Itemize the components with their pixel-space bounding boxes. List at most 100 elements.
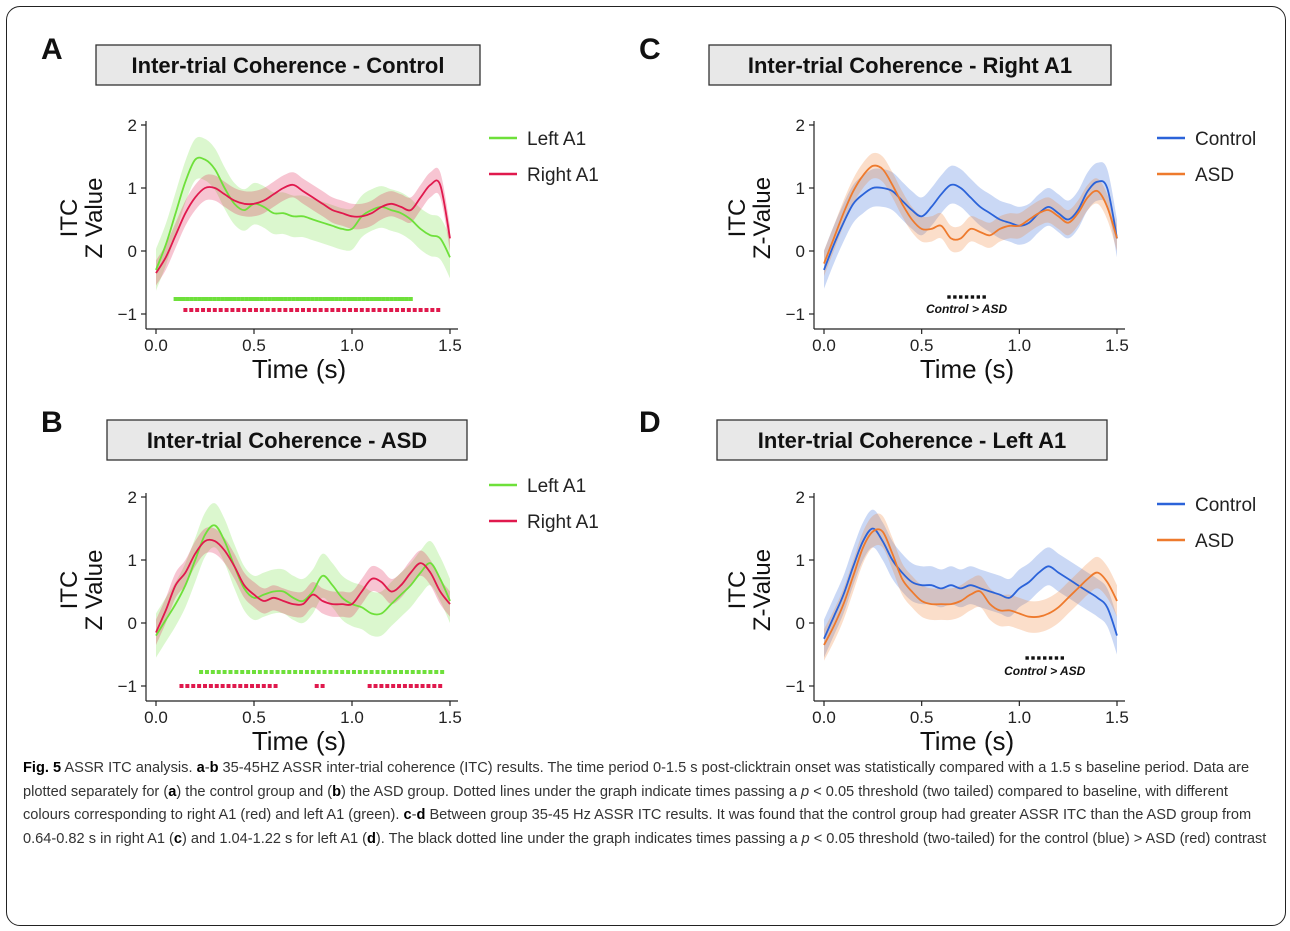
significance-dot xyxy=(426,684,431,688)
significance-dot xyxy=(183,308,188,312)
significance-dot xyxy=(267,684,272,688)
y-axis-label-line1: ITC xyxy=(724,571,751,610)
significance-dot xyxy=(430,308,435,312)
series-line xyxy=(823,180,1118,271)
significance-dot xyxy=(365,308,370,312)
significance-dot xyxy=(982,295,986,299)
caption-text: Between group 35-45 Hz ASSR ITC results.… xyxy=(23,807,1252,847)
significance-dot xyxy=(381,670,386,674)
significance-dot xyxy=(330,297,335,301)
panel-title-box xyxy=(95,44,481,86)
significance-dot xyxy=(357,670,362,674)
confidence-band xyxy=(824,509,1117,658)
significance-dot xyxy=(420,684,425,688)
y-tick-label: 0 xyxy=(128,242,137,261)
significance-dot xyxy=(310,297,315,301)
significance-dot xyxy=(232,684,237,688)
significance-dot xyxy=(365,297,370,301)
caption-bold: c xyxy=(173,830,183,847)
figure-caption: Fig. 5 ASSR ITC analysis. a-b 35-45HZ AS… xyxy=(23,757,1273,851)
caption-bold: d xyxy=(416,807,426,823)
y-axis-label-line2: Z-Value xyxy=(749,177,776,259)
y-tick-label: −1 xyxy=(118,677,137,696)
significance-dot xyxy=(346,670,351,674)
caption-text: ) the control group and ( xyxy=(176,783,333,800)
significance-dot xyxy=(440,670,445,674)
caption-text: 35-45HZ ASSR inter-trial coherence (ITC)… xyxy=(23,760,1250,800)
significance-dot xyxy=(293,670,298,674)
x-axis-label: Time (s) xyxy=(920,726,1014,756)
x-axis-label: Time (s) xyxy=(920,354,1014,384)
significance-dot xyxy=(976,295,981,299)
caption-text: - xyxy=(204,760,210,776)
panel-title-box xyxy=(106,419,468,461)
significance-dot xyxy=(964,295,969,299)
x-tick-label: 0.5 xyxy=(242,708,266,727)
significance-dot xyxy=(353,297,358,301)
significance-dot xyxy=(381,297,386,301)
y-tick-label: 2 xyxy=(128,116,137,135)
significance-dot xyxy=(436,308,441,312)
significance-dot xyxy=(406,308,411,312)
significance-dot xyxy=(295,308,300,312)
caption-text: ASSR ITC analysis. xyxy=(61,760,197,776)
significance-dot xyxy=(404,297,409,301)
significance-dot xyxy=(346,297,351,301)
significance-dot xyxy=(314,297,319,301)
significance-dot xyxy=(228,670,233,674)
significance-dot xyxy=(275,297,280,301)
plot-area: −1 0 1 2 0.0 0.5 1.0 1.5 xyxy=(118,116,462,355)
y-tick-label: −1 xyxy=(786,677,805,696)
confidence-band xyxy=(156,503,450,658)
y-tick-label: 1 xyxy=(128,551,137,570)
significance-dot xyxy=(970,295,975,299)
caption-text: < 0.05 threshold (two tailed) compared t… xyxy=(23,783,1228,824)
x-tick-label: 1.0 xyxy=(340,708,364,727)
significance-dot xyxy=(220,297,225,301)
contrast-annotation: Control > ASD xyxy=(1004,664,1086,678)
significance-dot xyxy=(250,684,255,688)
significance-dot xyxy=(304,670,309,674)
panel-letter: A xyxy=(41,33,63,66)
significance-dot xyxy=(255,684,260,688)
caption-bold: c xyxy=(403,807,412,823)
significance-dot xyxy=(391,684,396,688)
x-axis-label: Time (s) xyxy=(252,354,346,384)
y-axis-label-line1: ITC xyxy=(724,199,751,238)
x-tick-label: 0.0 xyxy=(812,336,836,355)
legend-label: Left A1 xyxy=(527,476,586,497)
significance-dot xyxy=(1037,656,1041,660)
significance-dot xyxy=(434,670,439,674)
x-tick-label: 0.0 xyxy=(144,336,168,355)
significance-dot xyxy=(334,670,339,674)
significance-dot xyxy=(252,297,256,301)
significance-dot xyxy=(189,297,194,301)
significance-dot xyxy=(240,670,245,674)
significance-dot xyxy=(947,295,951,299)
confidence-band xyxy=(824,513,1117,661)
significance-dot xyxy=(240,297,245,301)
significance-dot xyxy=(287,670,292,674)
significance-dot xyxy=(246,670,251,674)
significance-dot xyxy=(301,308,305,312)
significance-dot xyxy=(424,308,429,312)
significance-dot xyxy=(397,684,402,688)
significance-dot xyxy=(216,670,221,674)
significance-dot xyxy=(338,297,343,301)
y-axis-label-line2: Z Value xyxy=(81,550,108,631)
significance-dot xyxy=(1043,656,1047,660)
significance-dot xyxy=(377,297,382,301)
panel-b: B Inter-trial Coherence - ASD −1 0 1 2 0.0 0.… xyxy=(41,406,599,756)
significance-dot xyxy=(328,670,333,674)
significance-dot xyxy=(218,308,223,312)
y-tick-label: 0 xyxy=(128,614,137,633)
significance-dot xyxy=(357,297,362,301)
significance-dot xyxy=(959,295,963,299)
significance-dot xyxy=(201,297,206,301)
significance-dot xyxy=(302,297,307,301)
y-tick-label: 1 xyxy=(796,179,805,198)
significance-dot xyxy=(244,297,249,301)
y-axis-label-line1: ITC xyxy=(56,199,83,238)
significance-dot xyxy=(306,297,311,301)
significance-dot xyxy=(373,684,378,688)
